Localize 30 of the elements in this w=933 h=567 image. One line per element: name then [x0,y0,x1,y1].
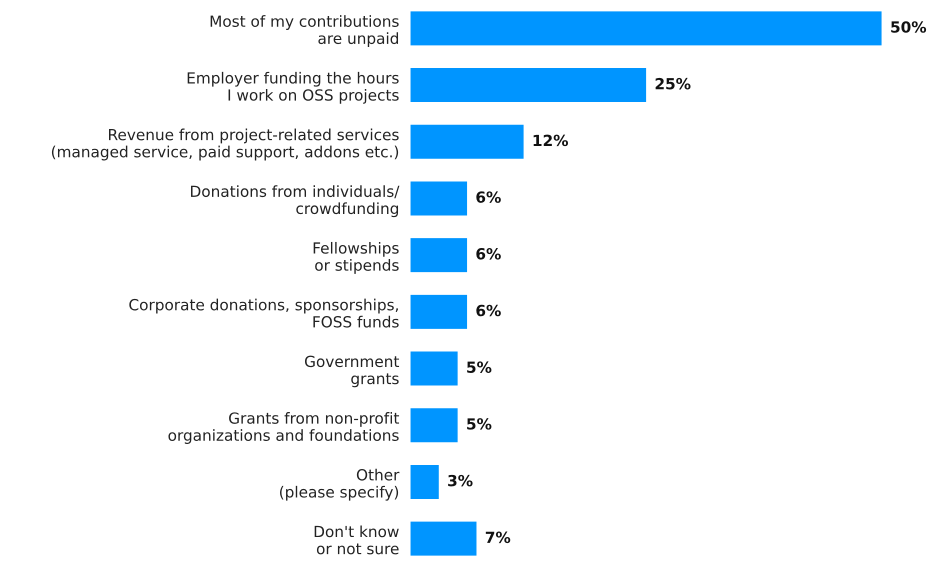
data-label: 6% [476,248,501,260]
bar [410,352,458,386]
y-tick-label: Revenue from project-related services (managed service, paid support, addons etc.) [52,128,399,160]
bar [410,294,468,329]
bar [410,464,439,499]
data-label: 5% [467,361,492,373]
y-tick-label: Employer funding the hours I work on OSS projects [188,72,399,104]
data-label: 12% [534,134,568,146]
y-tick-label: Fellowships or stipends [314,242,399,274]
bar [410,124,524,159]
bar [410,522,476,556]
y-tick-label: Other (please specify) [280,468,400,501]
data-label: 6% [476,304,501,316]
y-tick-label: Donations from individuals/ crowdfunding [191,185,400,218]
data-label: 7% [486,532,510,544]
y-tick-label: Corporate donations, sponsorships, FOSS funds [129,298,399,328]
bar [410,68,646,102]
y-tick-label: Don't know or not sure [314,525,399,554]
bar [410,11,882,46]
data-label: 3% [448,474,473,486]
data-label: 6% [476,191,501,203]
data-label: 5% [467,418,492,430]
y-tick-label: Most of my contributions are unpaid [210,15,399,48]
bar [410,181,468,216]
data-label: 50% [891,21,926,33]
y-tick-label: Grants from non-profit organizations and foundations [168,412,400,444]
bar [410,408,458,442]
bar [410,238,468,272]
y-tick-label: Government grants [304,356,400,388]
data-label: 25% [656,78,691,90]
